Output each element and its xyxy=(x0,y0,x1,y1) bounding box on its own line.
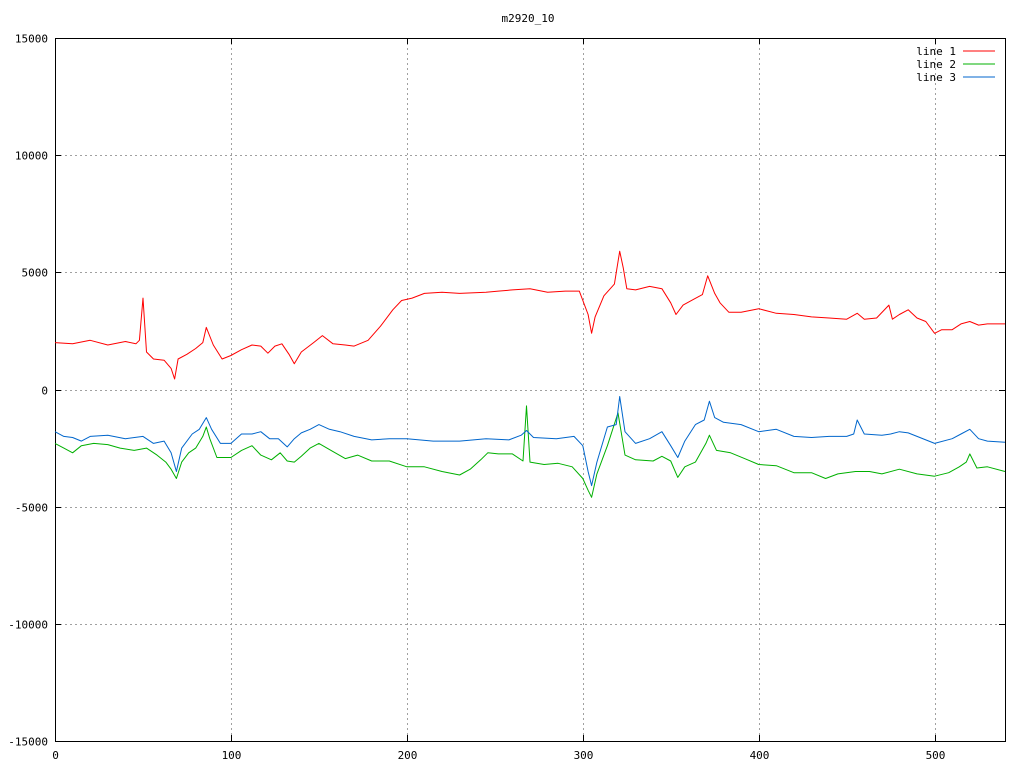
legend-label-1: line 1 xyxy=(916,45,956,58)
y-tick-label: -5000 xyxy=(15,502,48,515)
y-tick-label: -15000 xyxy=(8,736,48,749)
x-tick-label: 200 xyxy=(398,749,418,762)
legend-label-2: line 2 xyxy=(916,58,956,71)
y-tick-label: 10000 xyxy=(15,150,48,163)
series-group xyxy=(54,250,1006,498)
y-tick-label: 0 xyxy=(41,385,48,398)
y-tick-label: 15000 xyxy=(15,33,48,46)
x-axis: 0 100 200 300 400 500 xyxy=(52,38,945,762)
y-tick-label: 5000 xyxy=(22,267,49,280)
legend-label-3: line 3 xyxy=(916,71,956,84)
chart-title: m2920_10 xyxy=(502,12,555,25)
series-line-2 xyxy=(54,405,1006,498)
y-axis: -15000 -10000 -5000 0 5000 10000 15000 xyxy=(8,33,1005,749)
y-tick-label: -10000 xyxy=(8,619,48,632)
series-line-3 xyxy=(54,396,1006,487)
x-tick-label: 300 xyxy=(574,749,594,762)
series-line-1 xyxy=(54,250,1005,380)
x-tick-label: 0 xyxy=(52,749,59,762)
x-tick-label: 400 xyxy=(750,749,770,762)
grid xyxy=(55,38,1005,741)
x-tick-label: 500 xyxy=(926,749,946,762)
x-tick-label: 100 xyxy=(222,749,242,762)
